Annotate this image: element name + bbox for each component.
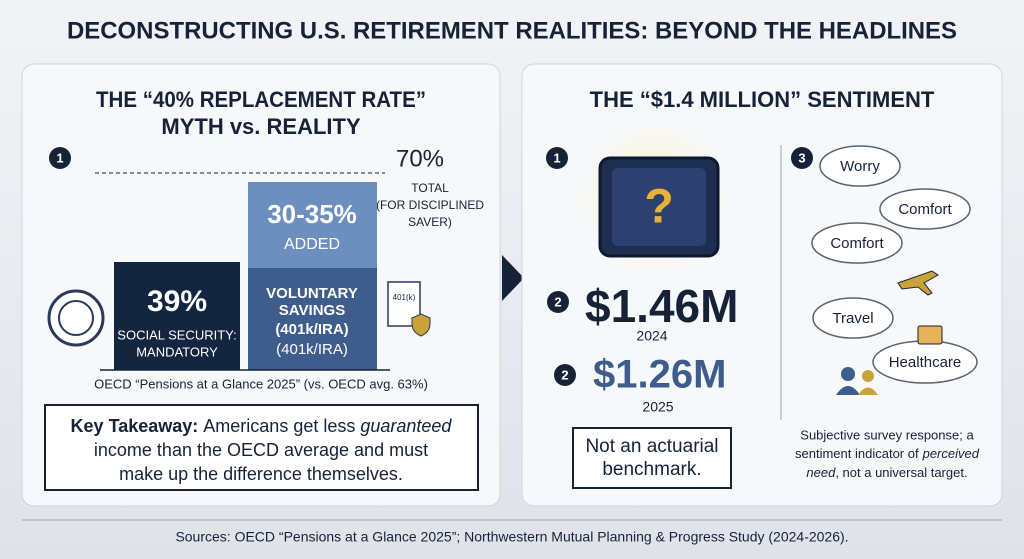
seal-icon xyxy=(58,300,94,336)
note-emphasis: need xyxy=(806,465,836,480)
person-icon xyxy=(836,386,860,395)
step-badge xyxy=(547,291,569,313)
person-icon xyxy=(862,370,874,382)
medical-icon xyxy=(917,325,943,345)
total-label: TOTAL xyxy=(411,181,449,195)
cloud xyxy=(819,145,901,187)
disclaimer: benchmark. xyxy=(602,459,701,480)
takeaway-line: income than the OECD average and must xyxy=(94,440,428,460)
step-badge xyxy=(49,147,71,169)
note-emphasis: perceived xyxy=(922,446,980,461)
step-number: 3 xyxy=(798,150,805,165)
year: 2025 xyxy=(642,399,673,415)
total-label: (FOR DISCIPLINED xyxy=(376,198,484,212)
added-block xyxy=(248,182,377,268)
ss-label: SOCIAL SECURITY: xyxy=(117,327,236,342)
takeaway-emphasis: guaranteed xyxy=(360,416,452,436)
disclaimer-box xyxy=(572,427,732,489)
footer: Sources: OECD “Pensions at a Glance 2025… xyxy=(175,529,848,545)
step-number: 2 xyxy=(554,294,561,309)
shield-icon xyxy=(411,313,431,337)
cloud-label: Healthcare xyxy=(889,354,962,371)
source-note: OECD “Pensions at a Glance 2025” (vs. OE… xyxy=(94,376,428,391)
right-title: THE “$1.4 MILLION” SENTIMENT xyxy=(590,87,935,112)
document-icon xyxy=(387,281,421,327)
step-badge xyxy=(546,147,568,169)
clouds xyxy=(811,145,978,384)
voluntary-label: (401k/IRA) xyxy=(276,341,348,358)
added-value: 30-35% xyxy=(267,199,357,229)
note-line: sentiment indicator of perceived xyxy=(795,446,980,461)
cloud-label: Comfort xyxy=(830,235,884,252)
person-icon xyxy=(841,367,855,381)
cloud-label: Comfort xyxy=(898,201,952,218)
left-title: THE “40% REPLACEMENT RATE” xyxy=(96,87,426,112)
step-badges: 1 2 2 3 xyxy=(546,147,813,386)
step-badge xyxy=(554,364,576,386)
takeaway-line: Key Takeaway: Americans get less guarantee… xyxy=(71,416,453,436)
voluntary-label: (401k/IRA) xyxy=(275,321,348,338)
takeaway-text: Americans get less xyxy=(203,416,355,436)
amount: $1.46M xyxy=(585,280,738,332)
cloud xyxy=(879,188,971,230)
voluntary-block xyxy=(248,268,377,370)
takeaway-line: make up the difference themselves. xyxy=(119,464,403,484)
ss-value: 39% xyxy=(147,285,207,318)
document-label: 401(k) xyxy=(393,293,416,302)
cloud xyxy=(811,222,903,264)
voluntary-label: VOLUNTARY xyxy=(266,285,358,302)
main-title: DECONSTRUCTING U.S. RETIREMENT REALITIES… xyxy=(67,17,957,44)
cloud-label: Travel xyxy=(832,310,873,327)
cloud xyxy=(812,297,894,339)
disclaimer: Not an actuarial xyxy=(585,436,718,457)
step-badge xyxy=(791,147,813,169)
person-icon xyxy=(858,387,878,395)
plane-icon xyxy=(897,270,939,296)
safe-door xyxy=(612,168,706,246)
left-title: MYTH vs. REALITY xyxy=(161,114,361,139)
total-value: 70% xyxy=(396,145,444,172)
amount: $1.26M xyxy=(593,353,726,397)
total-label: SAVER) xyxy=(408,215,452,229)
takeaway-box xyxy=(44,404,479,491)
note-line: Subjective survey response; a xyxy=(800,427,974,442)
social-security-block xyxy=(114,262,240,370)
step-number: 1 xyxy=(553,150,560,165)
note-text: sentiment indicator of xyxy=(795,446,919,461)
voluntary-label: SAVINGS xyxy=(279,302,345,319)
arrow xyxy=(502,255,524,301)
note-text: , not a universal target. xyxy=(835,465,967,480)
year: 2024 xyxy=(636,328,667,344)
seal-icon xyxy=(47,289,105,347)
step-number: 1 xyxy=(56,150,63,165)
added-label: ADDED xyxy=(284,236,340,253)
cloud-label: Worry xyxy=(840,158,880,175)
question-mark: ? xyxy=(644,181,673,234)
note-line: need, not a universal target. xyxy=(806,465,967,480)
ss-label: MANDATORY xyxy=(136,344,218,359)
step-number: 2 xyxy=(561,367,568,382)
takeaway-label: Key Takeaway: xyxy=(71,416,199,436)
